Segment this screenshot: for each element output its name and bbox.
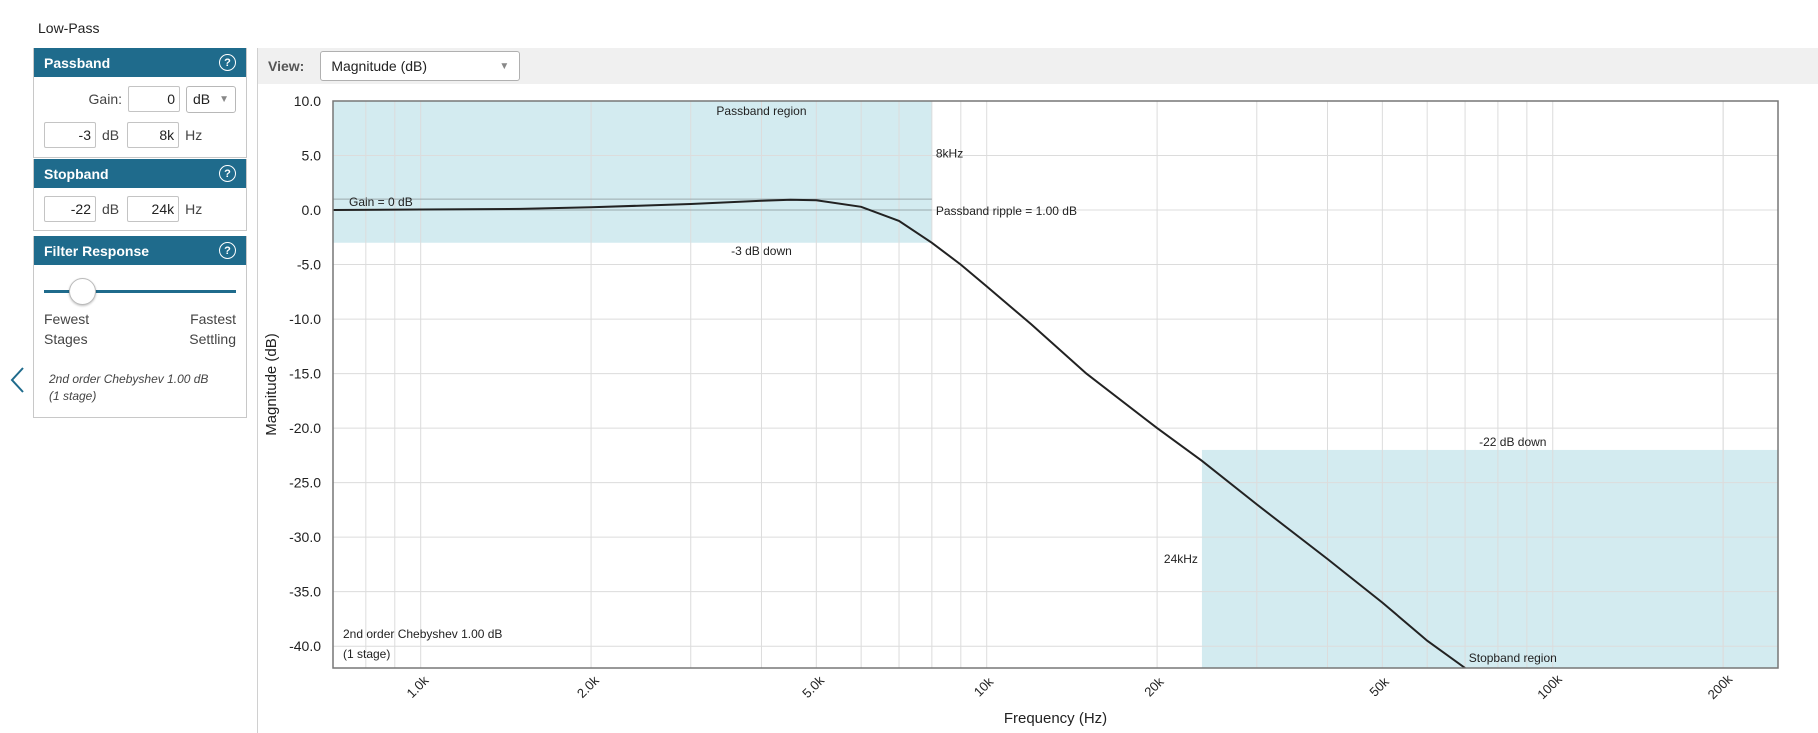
x-tick-label: 5.0k	[799, 672, 827, 700]
slider-left-label-1: Fewest	[44, 311, 90, 327]
passband-title: Passband	[44, 54, 111, 71]
x-tick-label: 2.0k	[574, 672, 602, 700]
passband-freq-unit: Hz	[185, 127, 203, 143]
x-tick-label: 1.0k	[404, 672, 432, 700]
y-tick-label: 5.0	[302, 148, 322, 164]
y-tick-label: -5.0	[297, 257, 321, 273]
filter-description-line1: 2nd order Chebyshev 1.00 dB	[49, 372, 209, 386]
y-tick-label: -10.0	[289, 311, 321, 327]
y-tick-label: -30.0	[289, 529, 321, 545]
stopband-region-label: Stopband region	[1469, 651, 1557, 665]
gain-unit-value: dB	[193, 91, 211, 107]
y-tick-label: -20.0	[289, 420, 321, 436]
filter-response-header: Filter Response ?	[34, 236, 246, 265]
filter-response-slider[interactable]	[44, 271, 236, 309]
x-tick-label: 200k	[1705, 671, 1736, 702]
page-title: Low-Pass	[38, 20, 100, 36]
chevron-down-icon: ▼	[499, 60, 510, 72]
x-tick-label: 20k	[1141, 674, 1167, 700]
passband-atten-input[interactable]	[44, 122, 96, 148]
stopband-header: Stopband ?	[34, 159, 246, 188]
twentytwo-db-label: -22 dB down	[1479, 435, 1546, 449]
filter-line2-label: (1 stage)	[343, 647, 390, 661]
stopband-help-icon[interactable]: ?	[219, 165, 236, 182]
stopband-freq-unit: Hz	[185, 201, 203, 217]
passband-header: Passband ?	[34, 48, 246, 77]
x-tick-label: 10k	[971, 674, 997, 700]
gain-label-annotation: Gain = 0 dB	[349, 195, 413, 209]
gain-unit-select[interactable]: dB ▼	[186, 85, 236, 113]
slider-left-label: Fewest Stages	[44, 309, 89, 349]
passband-freq-label: 8kHz	[936, 147, 963, 161]
passband-region-label: Passband region	[716, 104, 806, 118]
filter-description: 2nd order Chebyshev 1.00 dB (1 stage)	[49, 371, 236, 405]
x-tick-label: 100k	[1534, 671, 1565, 702]
passband-freq-input[interactable]	[127, 122, 180, 148]
slider-right-label: Fastest Settling	[189, 309, 236, 349]
passband-region	[333, 101, 932, 243]
gain-input[interactable]	[128, 86, 180, 112]
filter-response-title: Filter Response	[44, 242, 150, 259]
slider-track[interactable]	[44, 290, 236, 293]
y-axis-label: Magnitude (dB)	[263, 333, 280, 436]
view-select[interactable]: Magnitude (dB) ▼	[320, 51, 521, 81]
passband-atten-unit: dB	[102, 127, 120, 143]
passband-panel: Passband ? Gain: dB ▼ dB Hz	[33, 48, 247, 158]
stopband-atten-input[interactable]	[44, 196, 96, 222]
x-axis-label: Frequency (Hz)	[1004, 710, 1107, 727]
y-tick-label: -25.0	[289, 475, 321, 491]
filter-line1-label: 2nd order Chebyshev 1.00 dB	[343, 627, 502, 641]
magnitude-chart: 10.0 5.0 0.0 -5.0 -10.0 -15.0 -20.0 -25.0 -30.0 -…	[263, 93, 1779, 727]
slider-thumb[interactable]	[68, 278, 96, 305]
magnitude-curve	[333, 198, 1466, 668]
ripple-label: Passband ripple = 1.00 dB	[936, 204, 1077, 218]
view-label: View:	[268, 58, 305, 74]
filter-description-line2: (1 stage)	[49, 389, 97, 403]
gain-label: Gain:	[88, 91, 122, 107]
y-tick-label: 0.0	[302, 202, 322, 218]
three-db-label: -3 dB down	[731, 244, 792, 258]
slider-right-label-1: Fastest	[190, 311, 236, 327]
y-tick-label: -15.0	[289, 366, 321, 382]
slider-right-label-2: Settling	[189, 331, 236, 347]
chevron-down-icon: ▼	[219, 93, 229, 105]
stopband-atten-unit: dB	[102, 201, 120, 217]
plot-frame	[332, 100, 1779, 669]
view-select-value: Magnitude (dB)	[331, 58, 428, 74]
back-arrow-icon[interactable]	[8, 365, 28, 395]
stopband-panel: Stopband ? dB Hz	[33, 159, 247, 231]
stopband-title: Stopband	[44, 165, 109, 182]
y-tick-label: -35.0	[289, 584, 321, 600]
passband-help-icon[interactable]: ?	[219, 54, 236, 71]
x-tick-label: 50k	[1366, 674, 1392, 700]
slider-left-label-2: Stages	[44, 331, 88, 347]
y-tick-label: -40.0	[289, 638, 321, 654]
stopband-freq-label: 24kHz	[1164, 552, 1198, 566]
filter-response-panel: Filter Response ? Fewest Stages Fastest …	[33, 236, 247, 418]
stopband-region	[1201, 449, 1778, 668]
main-area: View: Magnitude (dB) ▼ 10.0 5.0 0.0 -5.0 -10…	[257, 48, 1818, 733]
y-tick-label: 10.0	[294, 93, 321, 109]
stopband-freq-input[interactable]	[127, 196, 180, 222]
toolbar: View: Magnitude (dB) ▼	[258, 48, 1818, 84]
filter-response-help-icon[interactable]: ?	[219, 242, 236, 259]
